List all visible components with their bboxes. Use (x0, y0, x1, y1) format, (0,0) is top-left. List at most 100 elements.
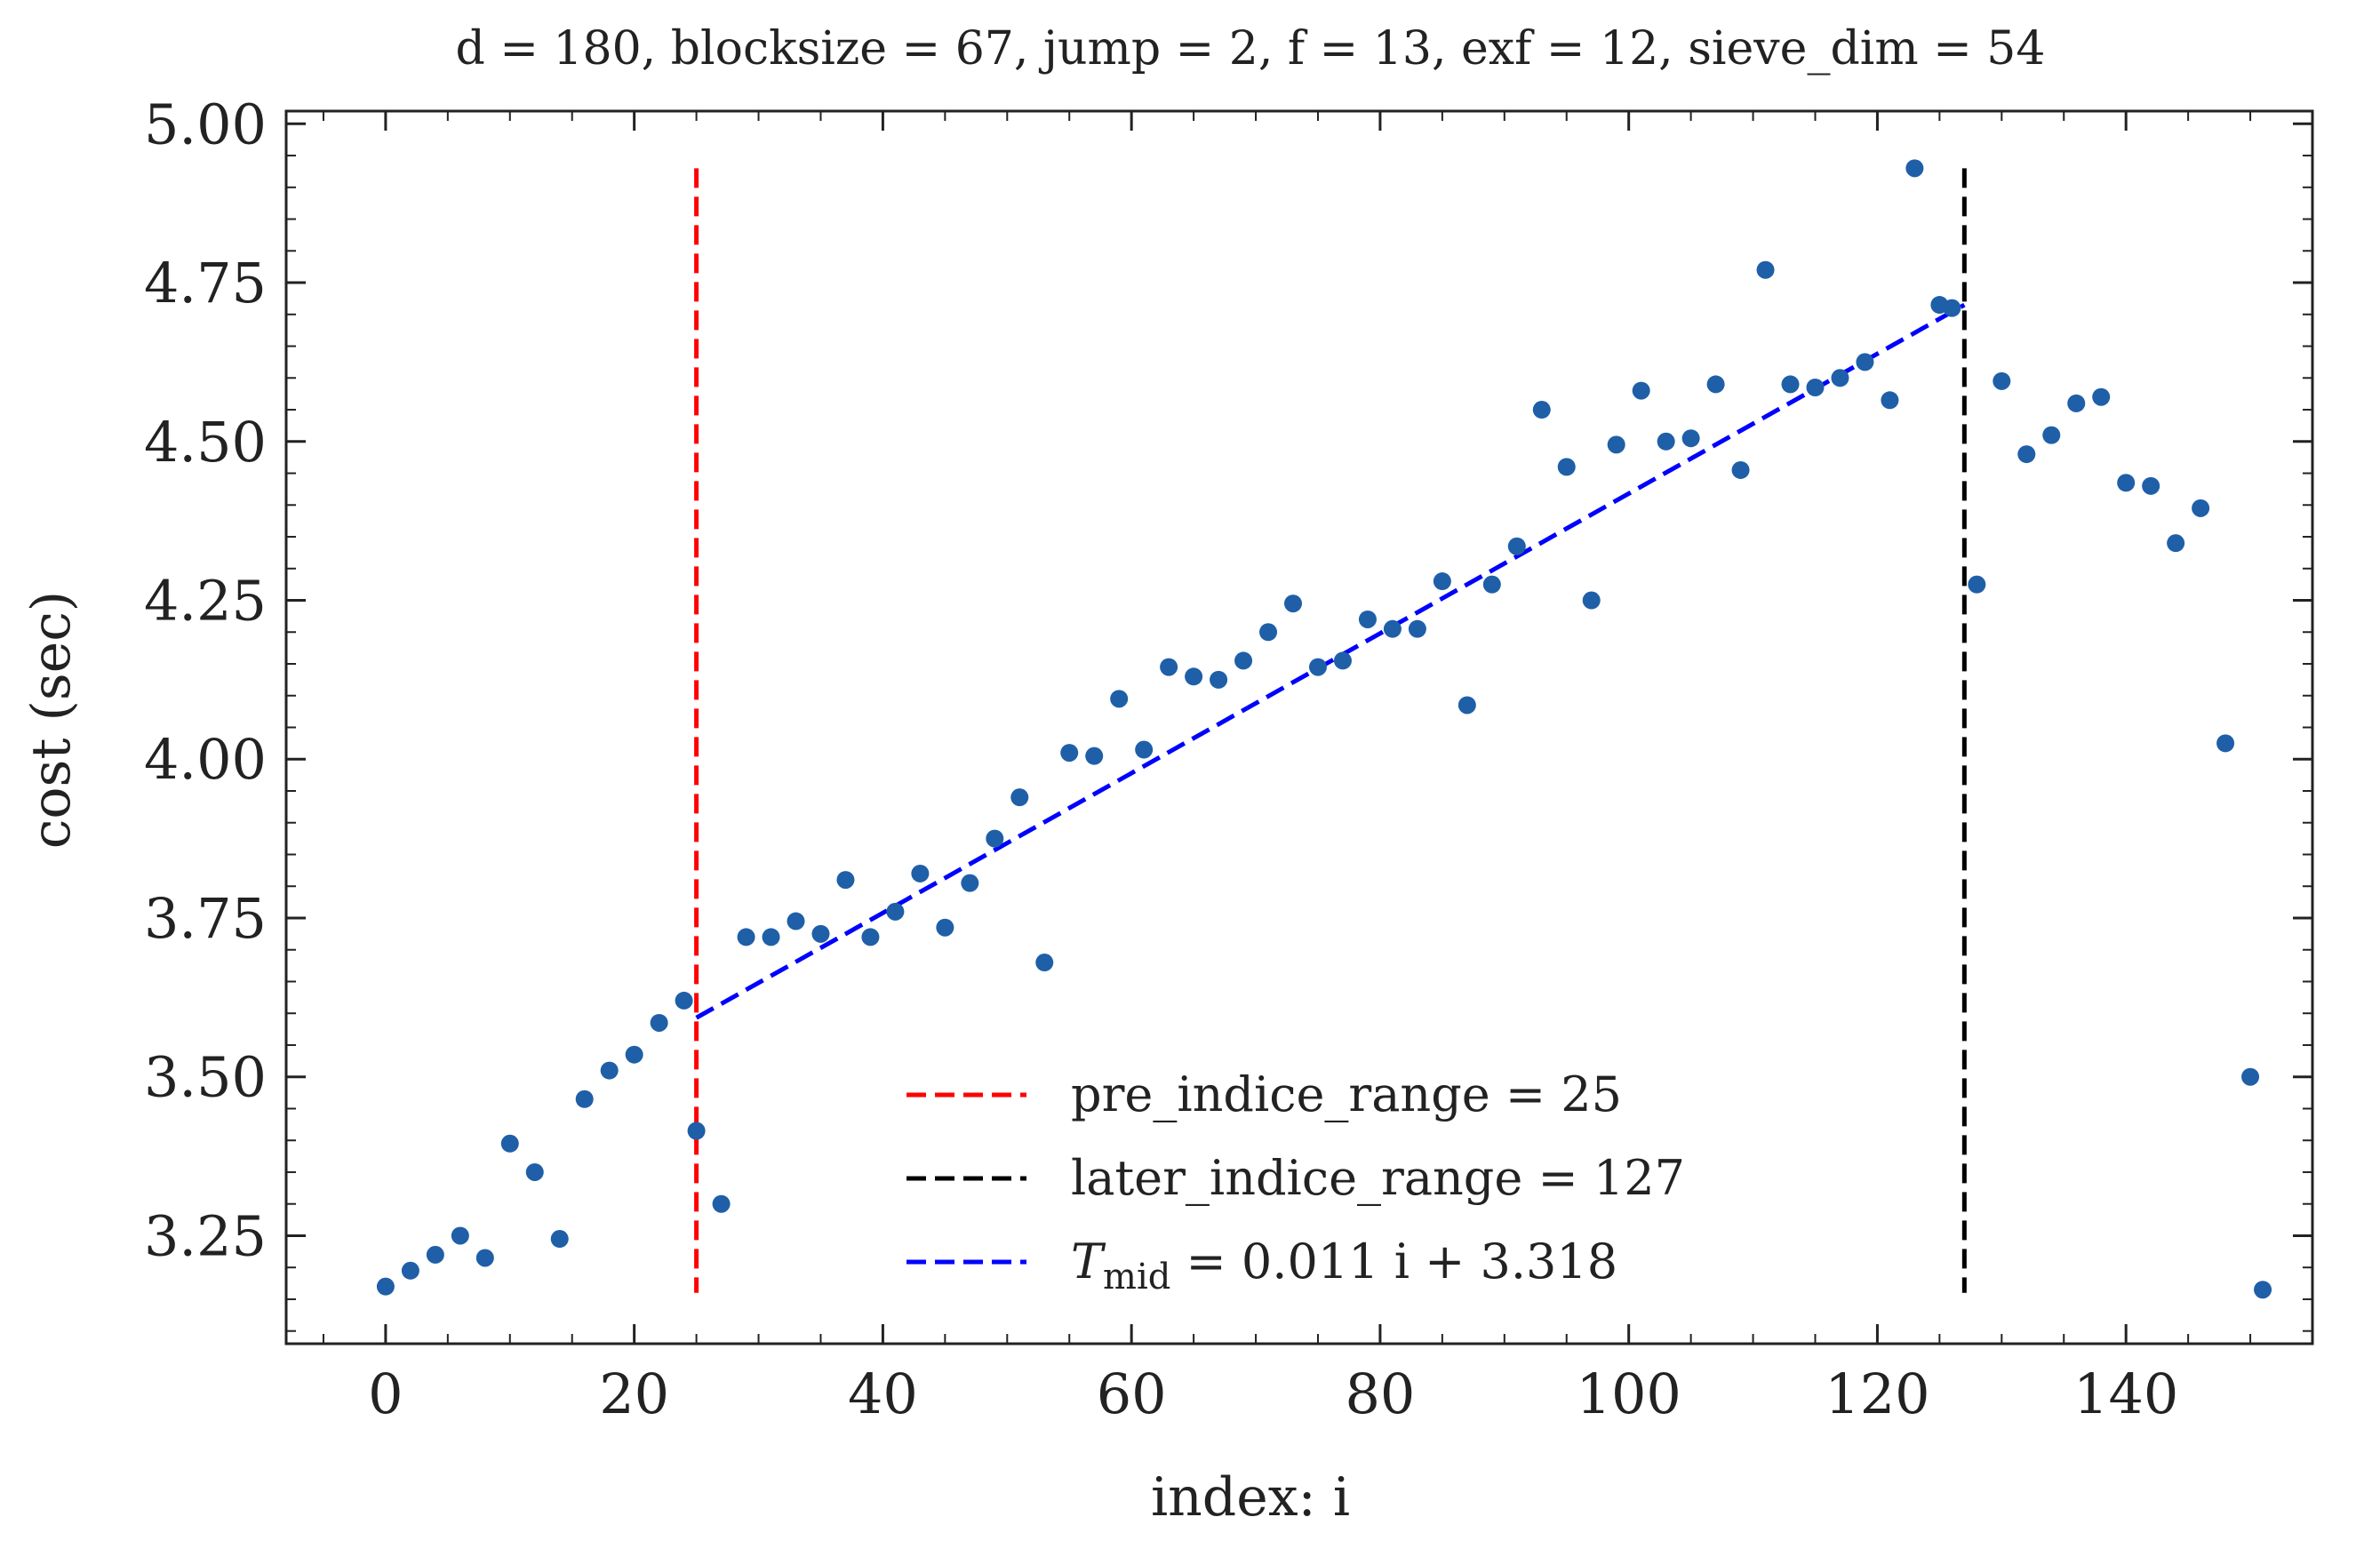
y-tick-label: 3.75 (144, 886, 267, 951)
data-point (1943, 299, 1961, 317)
data-point (1408, 619, 1426, 638)
data-point (811, 924, 830, 943)
data-point (961, 874, 979, 892)
data-point (1234, 651, 1253, 670)
data-point (1806, 379, 1825, 397)
data-point (1681, 429, 1700, 448)
data-point (712, 1194, 731, 1213)
legend-label: later_indice_range = 127 (1071, 1150, 1685, 1206)
data-point (1358, 610, 1377, 628)
data-point (1433, 572, 1451, 591)
data-point (986, 829, 1004, 848)
data-point (886, 902, 905, 921)
data-point (2042, 426, 2061, 444)
data-point (836, 871, 855, 890)
data-point (1582, 591, 1601, 610)
data-point (2192, 499, 2210, 517)
y-axis-label: cost (sec) (20, 591, 83, 849)
data-point (1756, 260, 1775, 279)
x-tick-label: 140 (2073, 1361, 2178, 1426)
data-point (2067, 394, 2086, 412)
x-axis-label: index: i (1151, 1466, 1350, 1529)
data-point (1458, 696, 1476, 715)
x-tick-label: 100 (1577, 1361, 1681, 1426)
data-point (1135, 740, 1154, 759)
x-tick-label: 120 (1825, 1361, 1929, 1426)
fit-line (695, 302, 1966, 1020)
data-point (2216, 734, 2235, 753)
x-tick-label: 20 (599, 1361, 669, 1426)
data-point (1968, 575, 1986, 594)
data-point (1905, 159, 1924, 178)
data-point (1706, 375, 1725, 394)
data-point (1333, 651, 1352, 670)
data-point (475, 1249, 494, 1267)
data-point (401, 1261, 419, 1280)
y-tick-label: 4.00 (144, 727, 267, 792)
data-point (426, 1245, 444, 1264)
data-point (2117, 474, 2136, 492)
data-point (2017, 445, 2036, 464)
data-point (2092, 387, 2111, 406)
data-point (1284, 595, 1303, 613)
legend: pre_indice_range = 25 later_indice_range … (906, 1066, 1685, 1298)
data-point (687, 1122, 706, 1140)
data-points (376, 159, 2272, 1299)
data-point (650, 1013, 668, 1032)
data-point (1110, 690, 1129, 708)
y-tick-label: 3.50 (144, 1045, 267, 1110)
data-point (525, 1162, 544, 1181)
data-point (1731, 460, 1750, 479)
data-point (550, 1230, 569, 1249)
x-tick-label: 60 (1097, 1361, 1167, 1426)
data-point (1831, 369, 1849, 387)
data-point (1881, 391, 1899, 410)
data-point (911, 864, 930, 882)
data-point (1482, 575, 1501, 594)
reference-lines (694, 168, 1967, 1293)
data-point (1060, 744, 1079, 763)
data-point (762, 928, 780, 946)
data-point (600, 1061, 619, 1080)
data-point (1035, 954, 1054, 972)
data-point (1010, 788, 1029, 807)
y-tick-label: 4.50 (144, 410, 267, 475)
data-point (1507, 537, 1526, 555)
data-point (500, 1134, 519, 1153)
data-point (1085, 747, 1104, 765)
data-point (1657, 432, 1675, 451)
legend-label: pre_indice_range = 25 (1071, 1066, 1622, 1122)
data-point (1308, 658, 1327, 676)
data-point (1557, 458, 1576, 476)
data-point (2241, 1067, 2260, 1086)
x-tick-label: 40 (848, 1361, 918, 1426)
data-point (737, 928, 755, 946)
axis-ticks: 0 20 40 60 80 100 120 140 3.25 3.50 3.75 4.00 4.25 4.… (144, 92, 2313, 1426)
data-point (861, 928, 880, 946)
data-point (1383, 619, 1402, 638)
data-point (1607, 435, 1625, 454)
data-point (575, 1090, 594, 1108)
data-point (2167, 534, 2185, 553)
data-point (787, 912, 805, 930)
data-point (936, 918, 954, 937)
y-tick-label: 3.25 (144, 1203, 267, 1268)
data-point (1781, 375, 1800, 394)
data-point (1185, 667, 1203, 686)
x-tick-label: 80 (1345, 1361, 1415, 1426)
y-tick-label: 4.25 (144, 569, 267, 634)
data-point (675, 991, 693, 1010)
chart-title: d = 180, blocksize = 67, jump = 2, f = 1… (456, 22, 2046, 76)
data-point (1532, 401, 1551, 419)
data-point (1856, 353, 1874, 371)
y-tick-label: 4.75 (144, 251, 267, 315)
data-point (1993, 371, 2011, 390)
data-point (2142, 476, 2160, 495)
data-point (376, 1277, 395, 1296)
data-point (2254, 1281, 2272, 1299)
data-point (1160, 658, 1178, 676)
data-point (1259, 623, 1278, 642)
data-point (625, 1045, 643, 1064)
data-point (1632, 381, 1650, 400)
